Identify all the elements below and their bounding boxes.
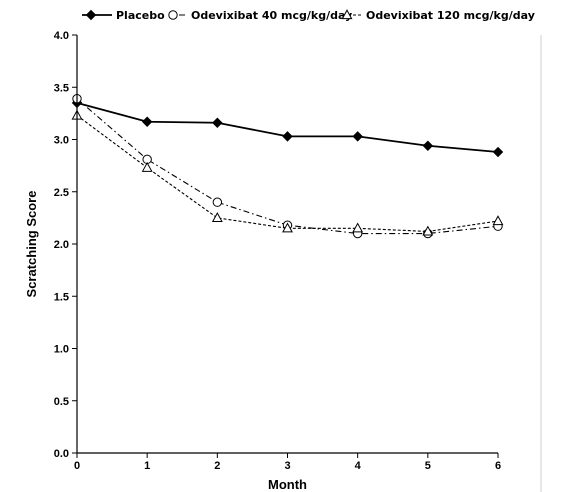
data-point: [422, 140, 434, 151]
x-tick-label: 0: [74, 460, 80, 472]
legend-label: Placebo: [116, 9, 165, 22]
x-tick-label: 3: [284, 460, 290, 472]
data-point: [352, 222, 364, 233]
series-1: [71, 97, 504, 158]
series-3: [71, 109, 504, 236]
plot-area: [71, 94, 504, 239]
y-tick-label: 2.5: [54, 187, 69, 199]
y-axis: 0.0 0.5 1.0 1.5 2.0 2.5 3.0 3.5 4.0: [54, 30, 78, 460]
series-2: [72, 94, 503, 239]
data-point: [141, 161, 153, 172]
y-tick-label: 4.0: [54, 30, 69, 42]
series-line: [76, 102, 499, 153]
data-point: [282, 222, 293, 233]
x-axis-title: Month: [268, 477, 307, 492]
data-point: [492, 146, 504, 158]
legend-entry-3: Odevixibat 120 mcg/kg/day: [341, 9, 535, 22]
x-tick-label: 2: [214, 460, 220, 472]
legend-marker: [341, 9, 353, 20]
x-tick-label: 5: [425, 460, 431, 472]
x-axis: 0 1 2 3 4 5 6: [74, 452, 501, 472]
y-tick-label: 1.5: [54, 291, 69, 303]
y-tick-label: 0.0: [54, 448, 69, 460]
y-tick-label: 1.0: [54, 344, 69, 356]
legend: Placebo Odevixibat 40 mcg/kg/day Odevixiba…: [82, 9, 535, 22]
legend-entry-1: Placebo: [82, 9, 165, 22]
data-point: [422, 225, 434, 236]
legend-marker: [85, 9, 97, 21]
data-point: [212, 197, 223, 207]
legend-entry-2: Odevixibat 40 mcg/kg/day: [168, 9, 352, 22]
data-point: [141, 116, 153, 127]
legend-label: Odevixibat 40 mcg/kg/day: [191, 9, 352, 22]
x-tick-label: 4: [355, 460, 362, 472]
data-point: [492, 215, 504, 226]
y-tick-label: 2.0: [54, 239, 69, 251]
data-point: [282, 131, 293, 142]
y-axis-title: Scratching Score: [24, 191, 39, 298]
y-tick-label: 3.5: [54, 82, 69, 94]
y-tick-label: 0.5: [54, 396, 69, 408]
legend-marker: [168, 10, 178, 20]
x-tick-label: 1: [144, 460, 150, 472]
x-tick-label: 6: [495, 460, 501, 472]
y-tick-label: 3.0: [54, 135, 69, 147]
data-point: [211, 212, 223, 222]
data-point: [352, 131, 363, 142]
legend-label: Odevixibat 120 mcg/kg/day: [366, 9, 535, 22]
data-point: [212, 117, 223, 128]
